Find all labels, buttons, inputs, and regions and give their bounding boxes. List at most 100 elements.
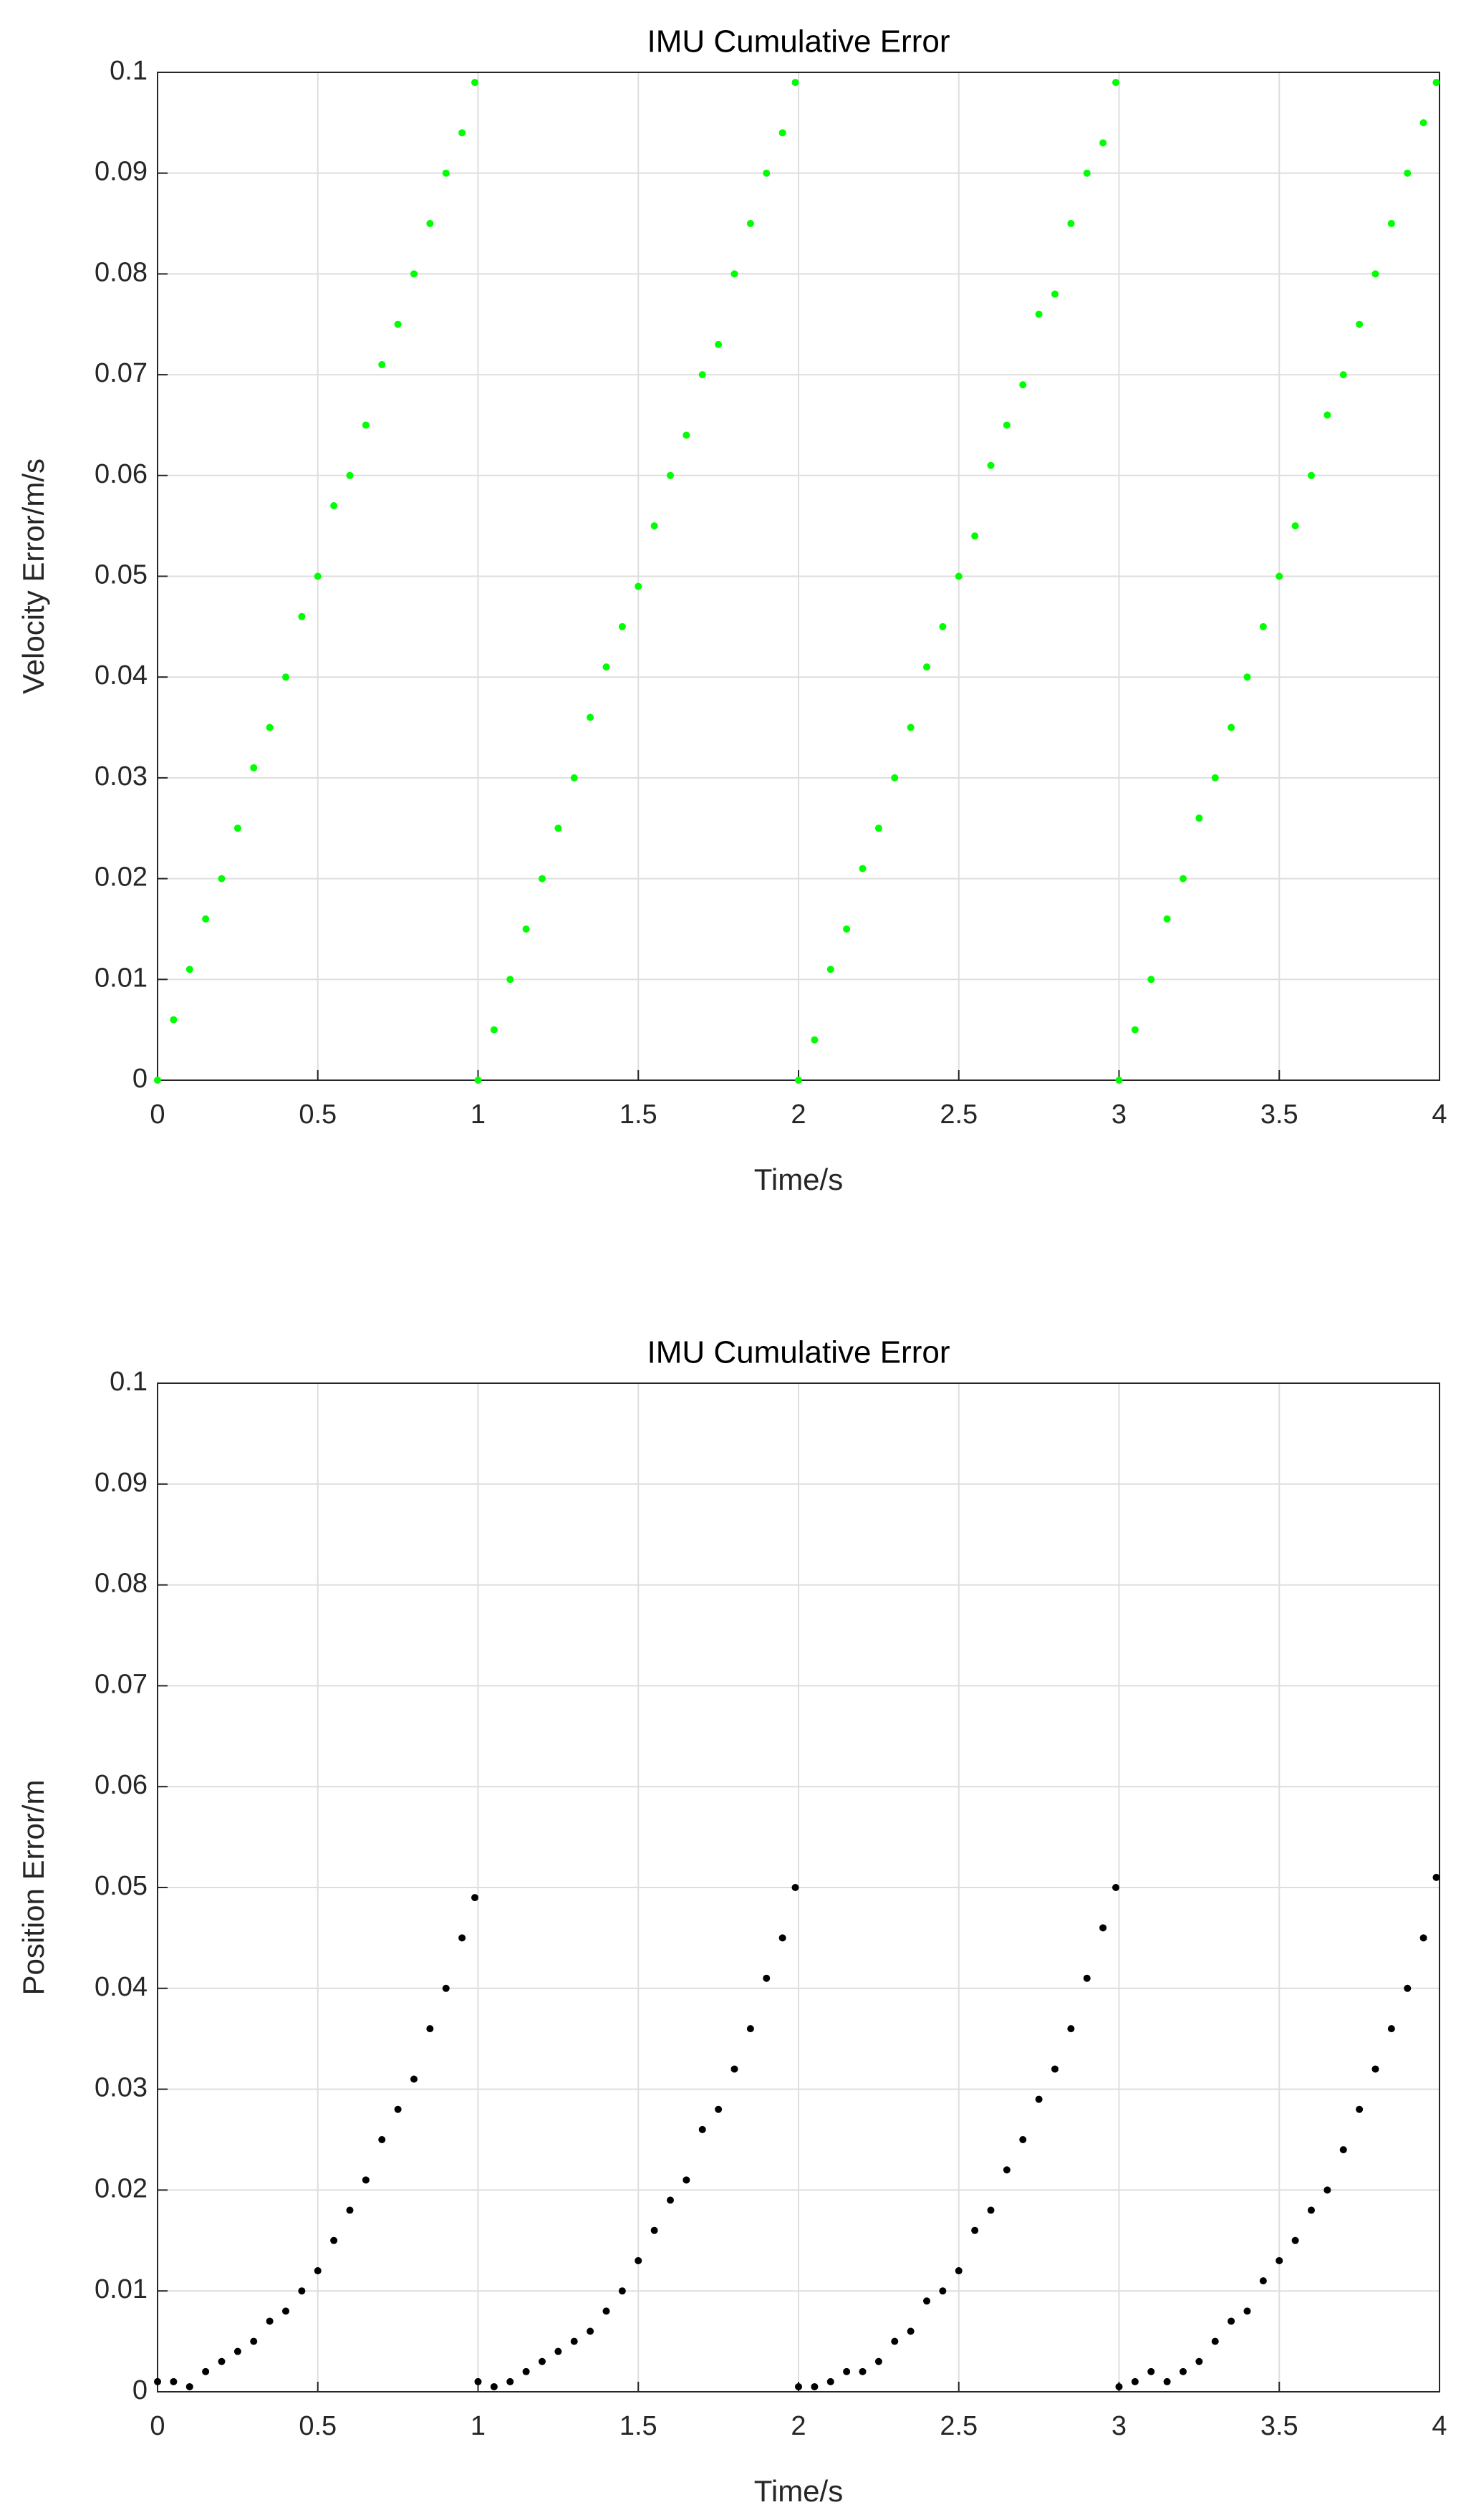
point [442,1984,450,1992]
point [202,915,210,923]
y-tick-label: 0 [132,2375,148,2405]
point [730,270,738,278]
point [570,774,578,782]
point [410,270,418,278]
point [346,471,354,479]
x-tick-label: 0.5 [299,2411,337,2441]
x-tick-label: 1 [471,1100,486,1130]
x-tick-label: 3 [1111,1100,1127,1130]
y-tick-label: 0.02 [95,2173,148,2203]
x-tick-label: 1.5 [619,1100,657,1130]
point [859,865,867,872]
y-tick-label: 0.1 [110,1367,148,1397]
point [635,2256,642,2264]
point [971,532,979,540]
point [394,320,402,328]
point [987,2206,995,2214]
x-axis-label: Time/s [754,2474,843,2508]
point [266,2317,274,2325]
point [1308,2206,1315,2214]
point [698,371,706,379]
point [250,2337,258,2345]
point [490,1026,498,1034]
y-tick-label: 0.04 [95,660,148,691]
x-tick-label: 2.5 [940,1100,978,1130]
y-tick-label: 0.01 [95,2274,148,2304]
point [570,2337,578,2345]
point [907,723,915,731]
point [330,502,338,510]
point [378,361,386,369]
point [791,1884,799,1891]
y-tick-label: 0.04 [95,1972,148,2002]
point [811,2382,819,2390]
point [233,824,241,832]
point [618,622,626,630]
point [233,2347,241,2355]
point [1003,421,1011,429]
point [859,2367,867,2375]
y-tick-label: 0.1 [110,56,148,86]
y-tick-label: 0.06 [95,459,148,489]
point [795,1077,802,1084]
point [170,2377,178,2385]
point [1259,2277,1267,2285]
point [1371,270,1379,278]
x-tick-label: 4 [1432,2411,1447,2441]
y-tick-label: 0.08 [95,257,148,287]
point [506,2377,514,2385]
point [715,340,723,348]
y-tick-label: 0.03 [95,2073,148,2103]
point [1356,320,1364,328]
point [346,2206,354,2214]
point [1180,875,1187,883]
point [791,79,799,87]
point [522,925,530,933]
point [1083,169,1091,177]
point [1211,774,1219,782]
point [602,663,610,671]
x-tick-label: 3.5 [1260,1100,1298,1130]
point [955,2267,963,2275]
point [410,2075,418,2083]
x-tick-label: 2.5 [940,2411,978,2441]
point [426,2025,434,2033]
point [170,1016,178,1024]
point [1115,2382,1123,2390]
point [778,129,786,137]
point [506,976,514,984]
point [1339,371,1347,379]
point [811,1036,819,1044]
x-tick-label: 0.5 [299,1100,337,1130]
point [1112,1884,1120,1891]
point [730,2065,738,2073]
point [282,673,289,681]
point [282,2307,289,2315]
point [1404,1984,1412,1992]
y-tick-label: 0.05 [95,1871,148,1901]
point [1371,2065,1379,2073]
chart-title: IMU Cumulative Error [647,24,950,59]
point [1419,1934,1427,1942]
point [266,723,274,731]
y-tick-label: 0.03 [95,761,148,792]
point [539,2357,546,2365]
x-tick-label: 3 [1111,2411,1127,2441]
point [185,2382,193,2390]
point [955,572,963,580]
point [1051,290,1058,298]
point [602,2307,610,2315]
point [923,2297,930,2305]
y-tick-label: 0.06 [95,1770,148,1800]
point [362,2176,370,2184]
point [490,2382,498,2390]
x-tick-label: 4 [1432,1100,1447,1130]
point [1035,2095,1043,2103]
x-tick-label: 0 [150,2411,165,2441]
point [1131,1026,1139,1034]
y-tick-label: 0.02 [95,862,148,893]
point [843,925,851,933]
point [1387,220,1395,228]
point [939,2287,947,2295]
point [1291,2236,1299,2244]
